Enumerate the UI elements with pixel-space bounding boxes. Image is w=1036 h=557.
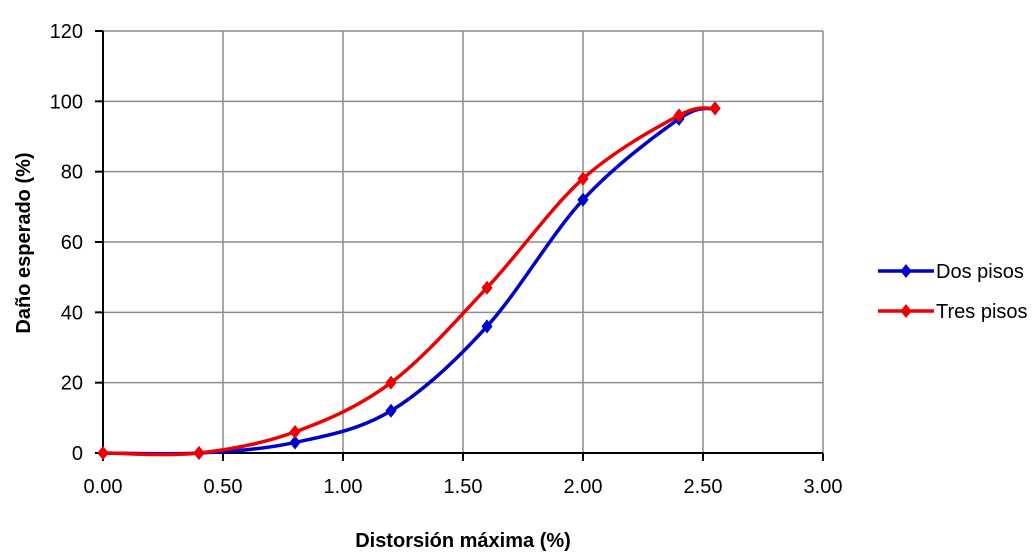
axes — [95, 30, 824, 461]
data-point-tres-pisos — [481, 280, 493, 295]
x-tick-label: 0.00 — [84, 476, 123, 498]
x-tick-label: 3.00 — [804, 476, 843, 498]
data-point-dos-pisos — [385, 403, 397, 418]
tick-labels: 0.00 0.50 1.00 1.50 2.00 2.50 3.00 0 20 40 60 80 100… — [50, 21, 843, 498]
data-point-tres-pisos — [385, 375, 397, 390]
x-tick-label: 2.50 — [684, 476, 723, 498]
series-dos-pisos — [97, 101, 721, 460]
y-axis-title: Daño esperado (%) — [13, 152, 35, 333]
plot-series — [97, 101, 721, 460]
legend-label-tres-pisos: Tres pisos — [936, 301, 1028, 323]
data-point-dos-pisos — [481, 319, 493, 334]
y-tick-label: 100 — [50, 91, 83, 113]
x-tick-label: 1.00 — [324, 476, 363, 498]
data-point-tres-pisos — [709, 101, 721, 116]
legend-label-dos-pisos: Dos pisos — [936, 261, 1024, 283]
legend-marker-tres-pisos — [900, 304, 912, 318]
y-tick-label: 40 — [61, 302, 83, 324]
y-tick-label: 20 — [61, 373, 83, 395]
series-tres-pisos — [97, 101, 721, 460]
x-tick-label: 0.50 — [204, 476, 243, 498]
x-axis-title: Distorsión máxima (%) — [355, 530, 571, 552]
data-point-tres-pisos — [289, 424, 301, 439]
data-point-dos-pisos — [289, 435, 301, 450]
y-tick-label: 0 — [72, 443, 83, 465]
grid — [102, 30, 824, 454]
legend-item-tres-pisos: Tres pisos — [878, 301, 1028, 323]
x-tick-label: 1.50 — [444, 476, 483, 498]
series-line-tres-pisos — [102, 106, 716, 457]
data-point-tres-pisos — [673, 108, 685, 123]
y-tick-label: 80 — [61, 162, 83, 184]
x-tick-label: 2.00 — [564, 476, 603, 498]
y-tick-label: 60 — [61, 232, 83, 254]
data-point-dos-pisos — [577, 192, 589, 207]
data-point-tres-pisos — [193, 446, 205, 460]
y-tick-label: 120 — [50, 21, 83, 43]
data-point-tres-pisos — [97, 446, 109, 460]
series-line-dos-pisos — [102, 106, 716, 456]
legend: Dos pisos Tres pisos — [878, 261, 1028, 323]
data-point-tres-pisos — [577, 171, 589, 186]
legend-marker-dos-pisos — [900, 264, 912, 278]
legend-item-dos-pisos: Dos pisos — [878, 261, 1024, 283]
